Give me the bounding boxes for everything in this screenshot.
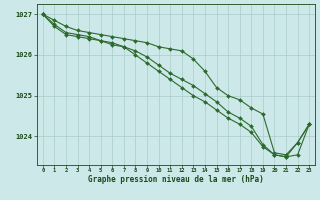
X-axis label: Graphe pression niveau de la mer (hPa): Graphe pression niveau de la mer (hPa): [88, 175, 264, 184]
